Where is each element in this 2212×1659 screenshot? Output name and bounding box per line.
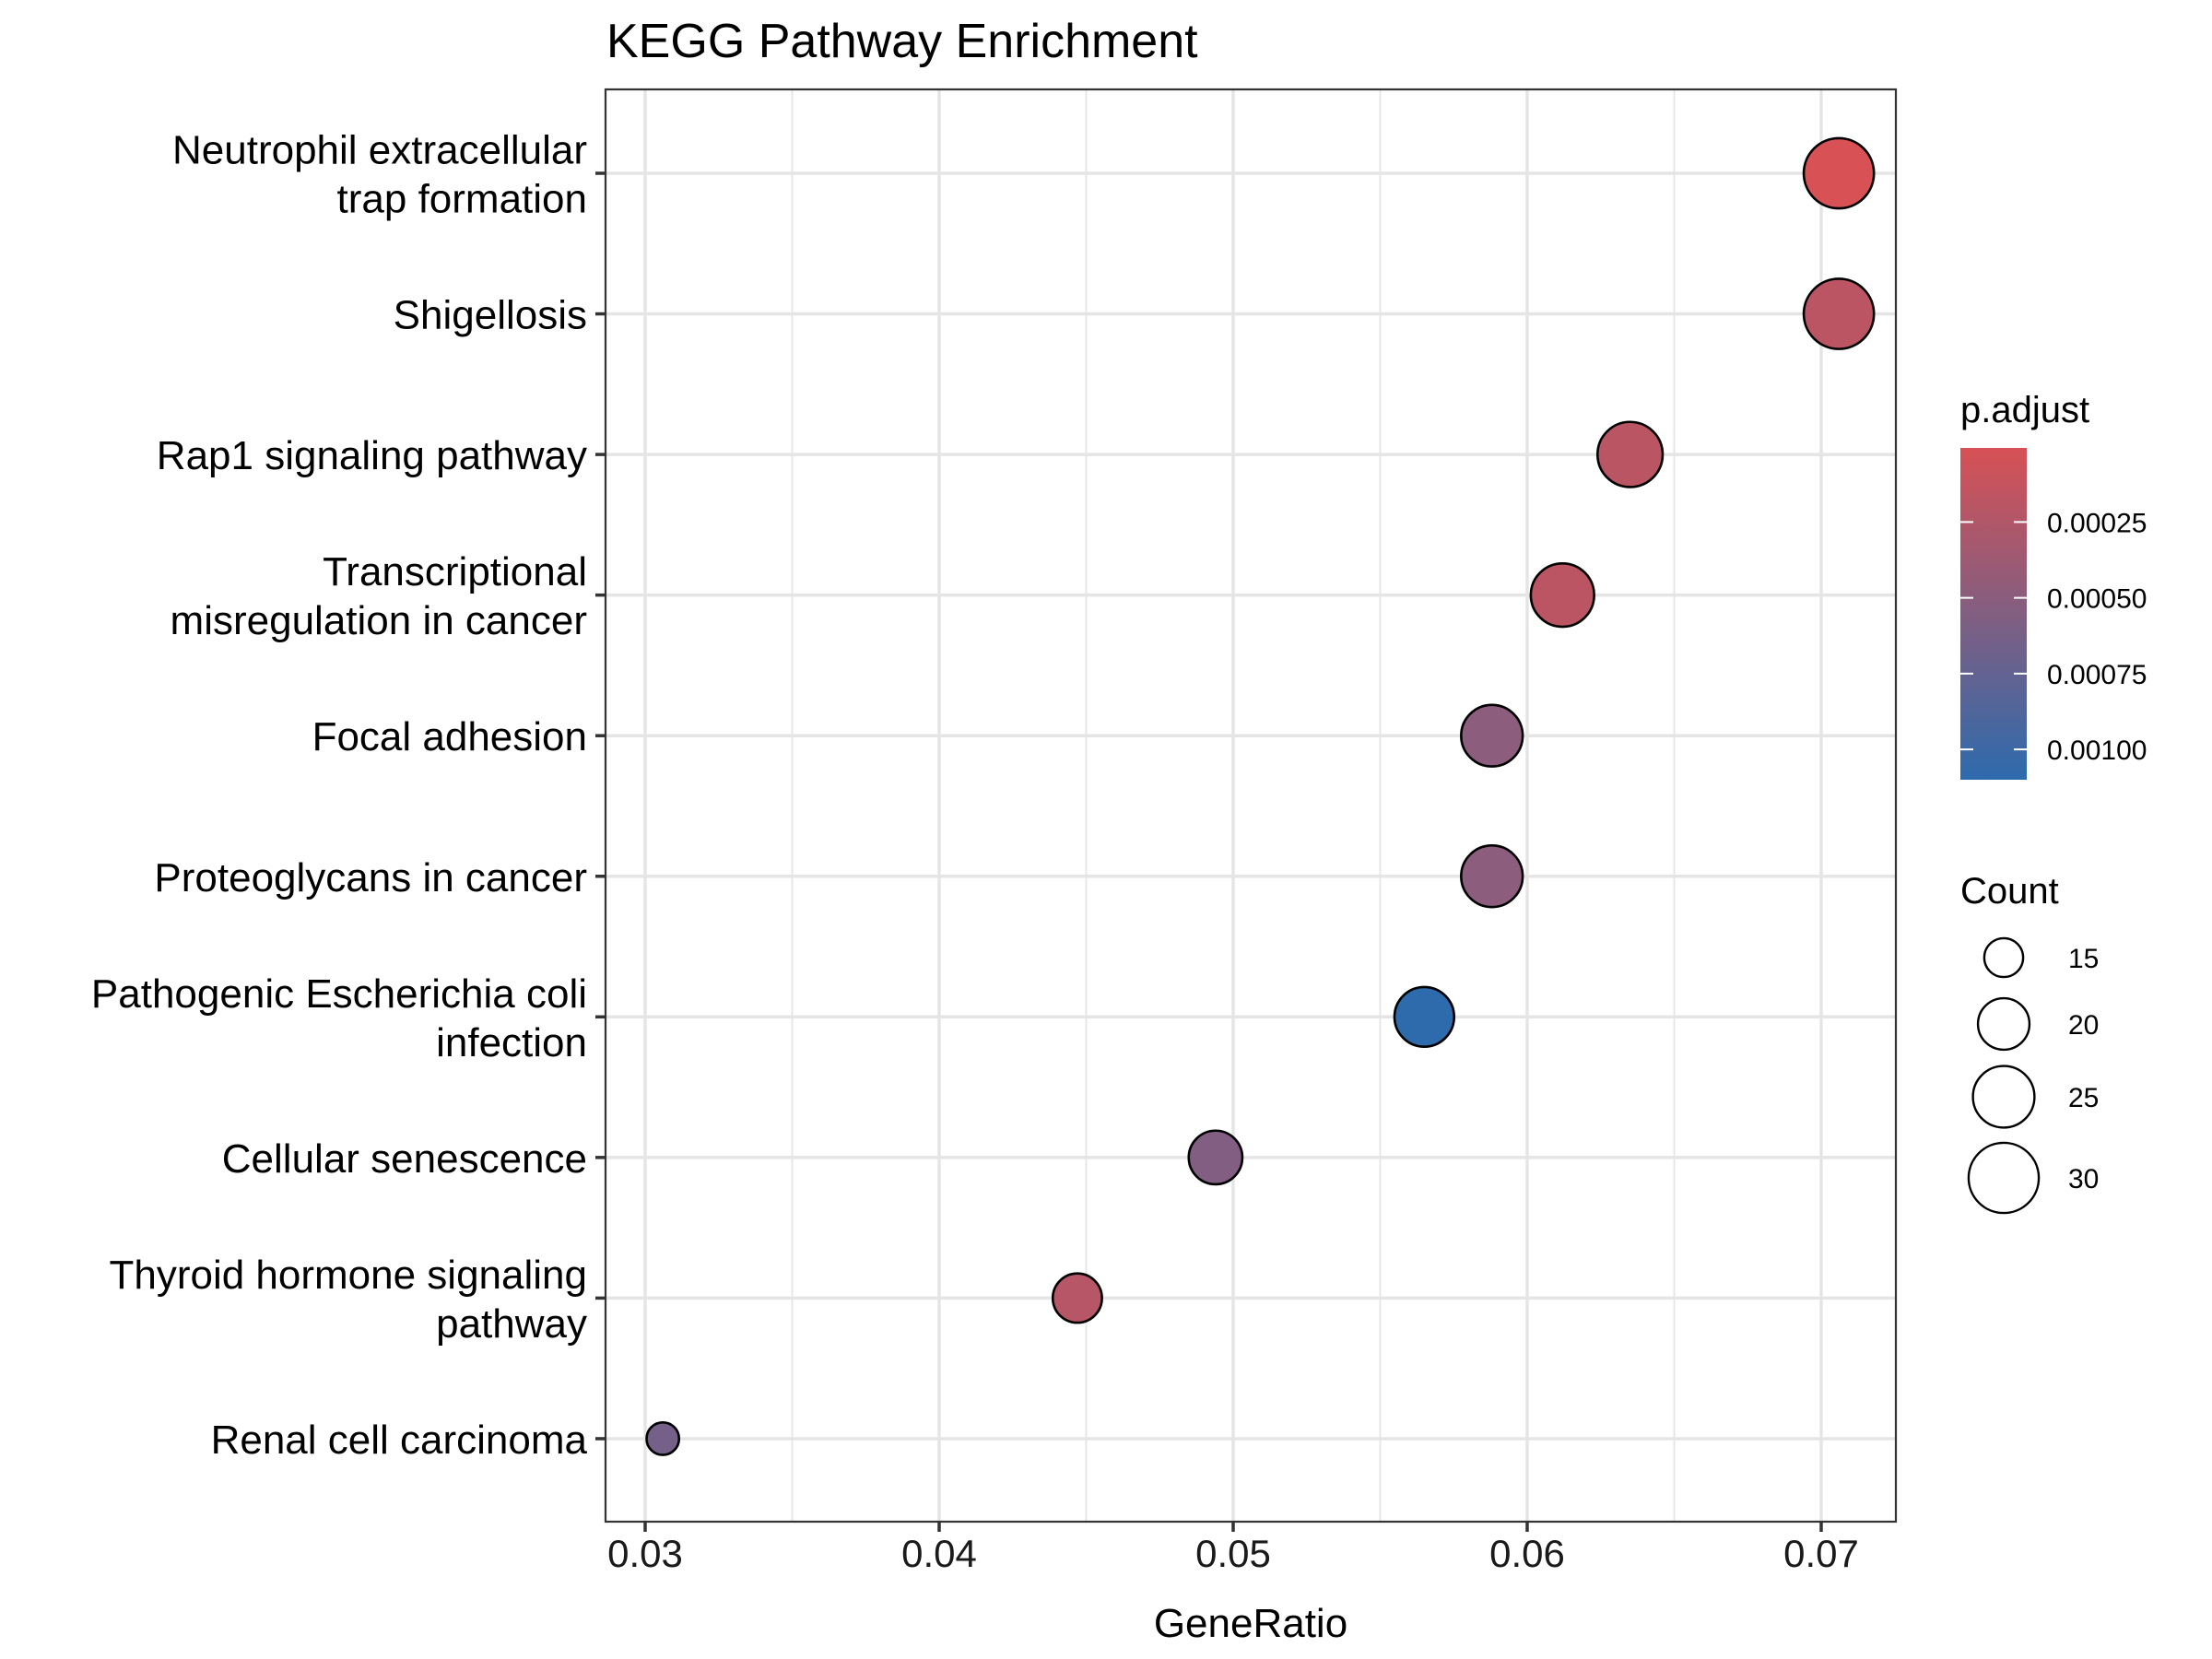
x-tick-label: 0.04	[901, 1532, 977, 1575]
x-tick-label: 0.03	[607, 1532, 683, 1575]
y-tick-label: Renal cell carcinoma	[211, 1418, 588, 1463]
x-tick-label: 0.06	[1489, 1532, 1565, 1575]
y-tick-label: Rap1 signaling pathway	[157, 433, 587, 478]
y-tick-label: Focal adhesion	[312, 714, 587, 759]
size-legend-circle	[1976, 996, 2031, 1052]
size-legend-label: 30	[2068, 1164, 2099, 1194]
y-tick-label: Cellular senescence	[222, 1136, 587, 1182]
y-tick-label: Proteoglycans in cancer	[154, 855, 587, 900]
data-point	[1802, 136, 1876, 210]
plot-panel	[604, 88, 1898, 1524]
data-point	[1393, 985, 1456, 1048]
y-tick-label: misregulation in cancer	[171, 598, 587, 643]
y-tick-label: Neutrophil extracellular	[172, 128, 587, 173]
y-tick-label: Shigellosis	[394, 293, 587, 338]
data-point	[1460, 703, 1524, 768]
data-point	[1802, 277, 1876, 350]
panel-border	[604, 88, 1898, 1524]
color-bar	[1960, 448, 2027, 780]
data-point	[1187, 1129, 1244, 1186]
horizontal-gridlines	[606, 171, 1896, 1441]
color-bar-label: 0.00075	[2047, 660, 2147, 690]
color-bar-ticks: 0.00025 0.00050 0.00075 0.00100	[1960, 508, 2147, 766]
data-point	[1460, 844, 1524, 909]
data-point	[645, 1421, 681, 1456]
size-legend-label: 25	[2068, 1083, 2099, 1113]
data-points	[645, 136, 1876, 1456]
y-tick-label: Transcriptional	[323, 549, 587, 594]
x-tick-label: 0.05	[1195, 1532, 1271, 1575]
size-legend-label: 20	[2068, 1010, 2099, 1041]
size-legend-keys: 15 20 25 30	[1967, 936, 2099, 1215]
size-legend-circle	[1967, 1141, 2041, 1215]
size-legend-circle	[1971, 1065, 2036, 1129]
data-point	[1596, 420, 1665, 488]
color-bar-label: 0.00050	[2047, 584, 2147, 615]
data-point	[1529, 561, 1595, 629]
y-tick-label: infection	[436, 1020, 587, 1065]
size-legend-label: 15	[2068, 944, 2099, 974]
size-legend-circle	[1983, 936, 2025, 979]
color-legend-title: p.adjust	[1960, 390, 2089, 430]
x-tick-label: 0.07	[1783, 1532, 1859, 1575]
x-axis: 0.03 0.04 0.05 0.06 0.07	[607, 1522, 1859, 1575]
x-axis-title: GeneRatio	[1154, 1601, 1347, 1646]
panel-background	[606, 89, 1896, 1522]
y-tick-label: trap formation	[337, 177, 587, 222]
size-legend-title: Count	[1960, 871, 2059, 912]
y-tick-label: pathway	[436, 1301, 587, 1347]
y-tick-label: Pathogenic Escherichia coli	[91, 971, 587, 1017]
color-legend: p.adjust 0.00025 0.00050 0.00075 0.00100	[1960, 390, 2147, 780]
color-bar-label: 0.00100	[2047, 735, 2147, 766]
size-legend: Count 15 20 25 30	[1960, 871, 2099, 1215]
data-point	[1051, 1272, 1103, 1324]
y-tick-label: Thyroid hormone signaling	[109, 1253, 587, 1298]
color-bar-label: 0.00025	[2047, 508, 2147, 538]
vertical-gridlines	[643, 89, 1823, 1522]
chart-title: KEGG Pathway Enrichment	[606, 15, 1198, 68]
